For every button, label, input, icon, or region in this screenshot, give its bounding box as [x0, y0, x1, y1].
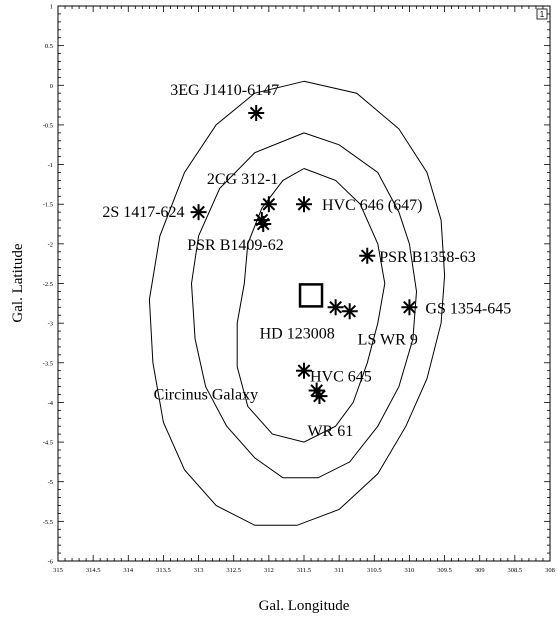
x-tick-label: 315: [53, 567, 63, 574]
x-tick-label: 314.5: [86, 567, 101, 574]
source-marker: [248, 105, 265, 122]
source-label: GS 1354-645: [425, 300, 511, 317]
source-marker: [401, 299, 418, 316]
source-label: 2S 1417-624: [102, 204, 184, 221]
x-tick-label: 308: [545, 567, 555, 574]
panel-label: 1: [540, 10, 545, 19]
y-tick-label: -4.5: [43, 440, 53, 447]
source-label: HVC 646 (647): [322, 197, 422, 214]
source-marker: [260, 196, 277, 213]
x-tick-label: 313: [194, 567, 204, 574]
y-axis-label: Gal. Latitude: [10, 243, 26, 322]
x-tick-label: 308.5: [508, 567, 523, 574]
x-tick-label: 309: [475, 567, 485, 574]
y-tick-label: -4: [48, 400, 54, 407]
y-tick-label: -2.5: [43, 281, 53, 288]
contour-line: [190, 132, 418, 479]
y-tick-label: -3: [48, 321, 53, 328]
source-marker: [190, 204, 207, 221]
panel-label-box: [536, 8, 548, 20]
x-tick-label: 311.5: [297, 567, 311, 574]
y-axis-ticks: 1 0.5 0 -0.5 -1 -1.5 -2 -2.5 -3 -3.5 -4 -4.5 -5 -5.5 -…: [43, 4, 550, 566]
source-label: Circinus Galaxy: [154, 387, 258, 404]
source-marker: [255, 216, 272, 233]
x-axis-label: Gal. Longitude: [259, 598, 350, 614]
source-markers: [190, 105, 418, 405]
source-marker: [311, 388, 328, 405]
source-label: 2CG 312-1: [207, 171, 279, 188]
contour-line: [236, 168, 386, 443]
source-label: HD 123008: [260, 325, 335, 342]
y-tick-label: -5.5: [43, 519, 53, 526]
source-marker: [296, 362, 312, 379]
source-marker: [327, 299, 344, 316]
x-tick-label: 310: [405, 567, 415, 574]
x-tick-label: 313.5: [156, 567, 171, 574]
source-marker: [296, 196, 312, 213]
x-tick-label: 309.5: [437, 567, 452, 574]
source-label: HVC 645: [310, 369, 372, 386]
y-tick-label: -3.5: [43, 360, 53, 367]
y-tick-label: -5: [48, 479, 53, 486]
contour-line: [148, 80, 446, 526]
y-tick-label: 1: [50, 4, 53, 11]
source-label: LS WR 9: [358, 331, 418, 348]
x-tick-label: 312: [264, 567, 274, 574]
y-tick-label: -1: [48, 162, 53, 169]
x-tick-label: 311: [334, 567, 344, 574]
x-tick-label: 310.5: [367, 567, 382, 574]
x-axis-ticks: 315 314.5 314 313.5 313 312.5 312 311.5 311 310.5…: [53, 6, 555, 574]
y-tick-label: -0.5: [43, 122, 53, 129]
y-tick-label: -6: [48, 559, 54, 566]
source-marker: [341, 303, 358, 320]
contour-lines: [148, 80, 446, 526]
y-tick-label: -2: [48, 241, 53, 248]
y-tick-label: 0.5: [45, 43, 53, 50]
y-tick-label: -1.5: [43, 202, 53, 209]
source-label: WR 61: [307, 423, 353, 440]
y-tick-label: 0: [50, 83, 53, 90]
source-labels: 3EG J1410-6147 2CG 312-1 2S 1417-624 HVC 64…: [102, 82, 511, 440]
error-box: [298, 283, 324, 308]
source-label: PSR B1358-63: [379, 249, 475, 266]
source-marker: [359, 247, 376, 264]
x-tick-label: 312.5: [226, 567, 241, 574]
x-tick-label: 314: [123, 567, 134, 574]
source-label: PSR B1409-62: [187, 237, 283, 254]
source-label: 3EG J1410-6147: [170, 82, 279, 99]
